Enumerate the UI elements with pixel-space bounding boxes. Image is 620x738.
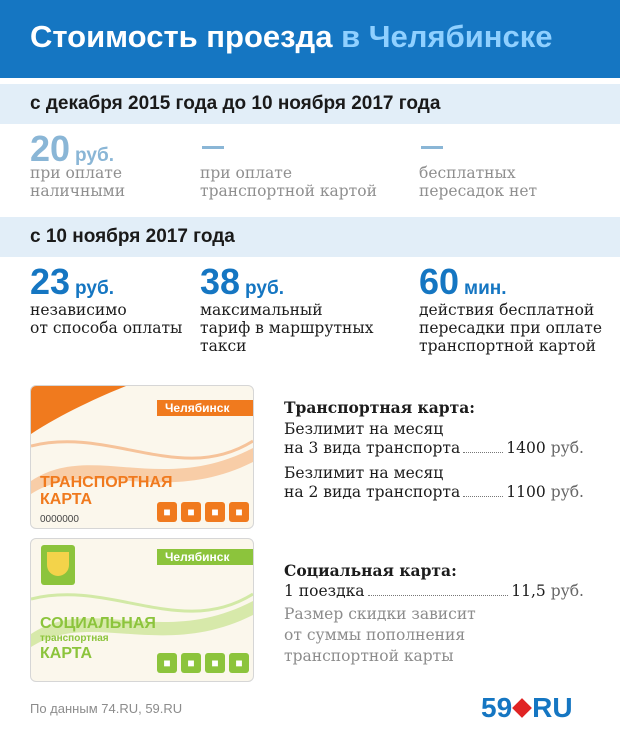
card-wave-decoration xyxy=(31,386,253,494)
card-title: ТРАНСПОРТНАЯ КАРТА xyxy=(40,474,173,508)
period2-fare: 23 руб. xyxy=(30,261,114,303)
card-city-label: Челябинск xyxy=(157,400,253,416)
source-note: По данным 74.RU, 59.RU xyxy=(30,701,183,716)
site-logo: 59 RU xyxy=(481,692,573,724)
minibus-icon: ■ xyxy=(229,653,249,673)
social-trip-price-line: 1 поездка 11,5 руб. xyxy=(284,582,584,600)
tariff1-price-line: на 3 вида транспорта 1400 руб. xyxy=(284,439,584,457)
card-subtitle: транспортная xyxy=(40,633,109,644)
minibus-icon: ■ xyxy=(229,502,249,522)
social-card-heading: Социальная карта: xyxy=(284,561,457,580)
logo-number: 59 xyxy=(481,692,513,723)
social-card-image: Челябинск СОЦИАЛЬНАЯ транспортная КАРТА … xyxy=(30,538,254,682)
tram-icon: ■ xyxy=(205,502,225,522)
trolleybus-icon: ■ xyxy=(181,502,201,522)
period1-band: с декабря 2015 года до 10 ноября 2017 го… xyxy=(0,84,620,124)
tariff-price: 1400 руб. xyxy=(506,439,584,457)
transport-card-heading: Транспортная карта: xyxy=(284,398,476,417)
trip-price: 11,5 руб. xyxy=(511,582,584,600)
card-title-2: КАРТА xyxy=(40,645,93,662)
dot-leader xyxy=(367,595,509,596)
price-unit: мин. xyxy=(464,278,507,299)
period1-transfer-dash xyxy=(421,146,443,149)
period1-label: с декабря 2015 года до 10 ноября 2017 го… xyxy=(30,93,441,114)
logo-mark-icon xyxy=(512,698,533,718)
period1-cash-desc: при оплате наличными xyxy=(30,164,126,200)
tariff-label: на 3 вида транспорта xyxy=(284,439,461,457)
trip-label: 1 поездка xyxy=(284,582,365,600)
tariff-label: на 2 вида транспорта xyxy=(284,483,461,501)
price-value: 23 xyxy=(30,261,71,302)
period1-card-desc: при оплате транспортной картой xyxy=(200,164,377,200)
logo-domain: RU xyxy=(532,692,573,723)
period2-transfer-time: 60 мин. xyxy=(419,261,507,303)
bus-icon: ■ xyxy=(157,653,177,673)
tariff1-line1: Безлимит на месяц xyxy=(284,420,444,438)
dot-leader xyxy=(463,452,504,453)
transport-card-image: Челябинск ТРАНСПОРТНАЯ КАРТА 0000000 ■ ■… xyxy=(30,385,254,529)
period2-minibus-desc: максимальный тариф в маршрутных такси xyxy=(200,301,374,355)
card-title: СОЦИАЛЬНАЯ xyxy=(40,615,156,632)
social-card-note: Размер скидки зависит от суммы пополнени… xyxy=(284,605,476,665)
page-title: Стоимость проезда в Челябинске xyxy=(30,19,553,55)
dot-leader xyxy=(463,496,504,497)
card-city-label: Челябинск xyxy=(157,549,253,565)
header-banner: Стоимость проезда в Челябинске xyxy=(0,0,620,78)
price-value: 60 xyxy=(419,261,460,302)
title-accent: в Челябинске xyxy=(341,19,553,54)
card-transport-icons: ■ ■ ■ ■ xyxy=(157,653,249,673)
period2-transfer-desc: действия бесплатной пересадки при оплате… xyxy=(419,301,603,355)
period1-card-dash xyxy=(202,146,224,149)
tram-icon: ■ xyxy=(205,653,225,673)
price-unit: руб. xyxy=(245,278,284,299)
period2-label: с 10 ноября 2017 года xyxy=(30,226,235,247)
period2-fare-desc: независимо от способа оплаты xyxy=(30,301,183,337)
price-unit: руб. xyxy=(75,145,114,166)
bus-icon: ■ xyxy=(157,502,177,522)
tariff2-line1: Безлимит на месяц xyxy=(284,464,444,482)
trolleybus-icon: ■ xyxy=(181,653,201,673)
card-wave-decoration xyxy=(31,592,253,647)
period2-band: с 10 ноября 2017 года xyxy=(0,217,620,257)
card-number: 0000000 xyxy=(40,514,79,525)
title-main: Стоимость проезда xyxy=(30,19,333,54)
tariff2-price-line: на 2 вида транспорта 1100 руб. xyxy=(284,483,584,501)
period2-minibus-fare: 38 руб. xyxy=(200,261,284,303)
period1-cash-price: 20 руб. xyxy=(30,128,114,170)
price-value: 20 xyxy=(30,128,71,169)
city-emblem-icon xyxy=(41,545,75,585)
period1-transfer-desc: бесплатных пересадок нет xyxy=(419,164,538,200)
card-transport-icons: ■ ■ ■ ■ xyxy=(157,502,249,522)
price-unit: руб. xyxy=(75,278,114,299)
tariff-price: 1100 руб. xyxy=(506,483,584,501)
price-value: 38 xyxy=(200,261,241,302)
